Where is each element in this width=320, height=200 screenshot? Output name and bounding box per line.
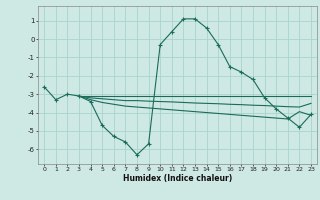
- X-axis label: Humidex (Indice chaleur): Humidex (Indice chaleur): [123, 174, 232, 183]
